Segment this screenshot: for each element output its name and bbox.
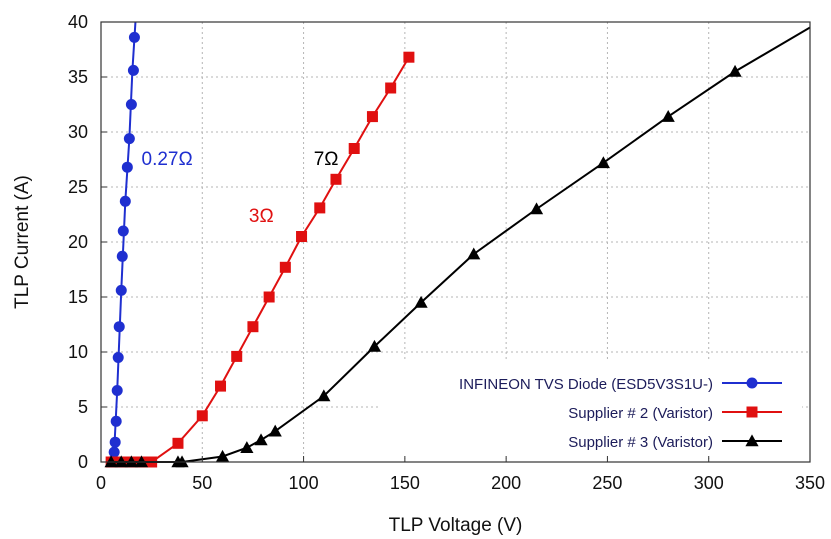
data-point (215, 449, 230, 462)
data-point (661, 110, 675, 122)
x-tick-label: 0 (96, 473, 106, 493)
data-point (385, 82, 397, 94)
data-point (128, 31, 140, 43)
series-layer (104, 22, 810, 468)
data-point (115, 284, 127, 296)
legend: INFINEON TVS Diode (ESD5V3S1U-) Supplier … (378, 362, 802, 458)
data-point (268, 424, 282, 437)
series-line (111, 56, 410, 463)
data-point (196, 410, 208, 422)
data-point (117, 225, 129, 237)
y-tick-label: 15 (68, 287, 88, 307)
y-tick-label: 25 (68, 177, 88, 197)
x-tick-label: 250 (592, 473, 622, 493)
series-annotation: 7Ω (314, 149, 339, 170)
data-point (175, 455, 189, 468)
data-point (123, 133, 135, 145)
data-point (114, 455, 128, 468)
data-point (215, 380, 227, 392)
data-point (119, 195, 131, 207)
data-point (367, 339, 382, 352)
data-point (172, 437, 184, 449)
x-tick-label: 50 (192, 473, 212, 493)
legend-label: Supplier # 3 (Varistor) (568, 434, 713, 451)
x-tick-label: 300 (694, 473, 724, 493)
y-tick-label: 20 (68, 232, 88, 252)
series-annotation: 0.27Ω (142, 149, 193, 170)
x-tick-label: 350 (795, 473, 825, 493)
series-1 (107, 22, 140, 467)
x-axis-title: TLP Voltage (V) (389, 515, 523, 536)
data-point (231, 350, 243, 362)
data-point (121, 161, 133, 173)
legend-marker (745, 434, 759, 447)
data-point (247, 321, 259, 333)
data-point (467, 247, 481, 260)
legend-label: INFINEON TVS Diode (ESD5V3S1U-) (459, 376, 713, 393)
data-point (134, 455, 149, 468)
series-annotation: 3Ω (249, 206, 274, 227)
data-point (125, 99, 137, 110)
legend-marker (746, 406, 758, 418)
x-tick-label: 200 (491, 473, 521, 493)
data-point (127, 64, 139, 76)
legend-marker (746, 377, 758, 389)
y-axis-title: TLP Current (A) (12, 175, 33, 309)
data-point (104, 455, 118, 468)
y-tick-label: 40 (68, 12, 88, 32)
data-point (113, 321, 125, 333)
data-point (279, 261, 291, 273)
data-point (112, 352, 124, 363)
data-point (366, 111, 378, 123)
data-point (124, 455, 138, 468)
data-point (596, 156, 610, 169)
tick-labels: 0 50 100 150 200 250 300 350 0 5 10 15 20 25 30 35 40 (68, 12, 825, 493)
data-point (296, 231, 308, 242)
y-tick-label: 5 (78, 397, 88, 417)
data-point (109, 436, 121, 448)
data-point (317, 389, 331, 402)
data-point (348, 143, 360, 154)
data-point (110, 415, 122, 427)
series-2 (105, 51, 415, 468)
data-point (529, 202, 544, 215)
x-tick-label: 150 (390, 473, 420, 493)
annotations: 0.27Ω 3Ω 7Ω (142, 149, 339, 227)
data-point (728, 64, 742, 77)
y-tick-label: 10 (68, 342, 88, 362)
data-point (314, 202, 326, 214)
y-tick-label: 0 (78, 452, 88, 472)
data-point (403, 51, 415, 63)
y-tick-label: 30 (68, 122, 88, 142)
data-point (330, 173, 342, 185)
data-point (240, 441, 254, 453)
data-point (254, 433, 268, 446)
x-tick-label: 100 (289, 473, 319, 493)
data-point (414, 295, 428, 308)
data-point (116, 250, 128, 262)
data-point (108, 446, 120, 458)
data-point (111, 385, 123, 396)
y-tick-label: 35 (68, 67, 88, 87)
data-point (263, 291, 275, 303)
legend-label: Supplier # 2 (Varistor) (568, 405, 713, 422)
